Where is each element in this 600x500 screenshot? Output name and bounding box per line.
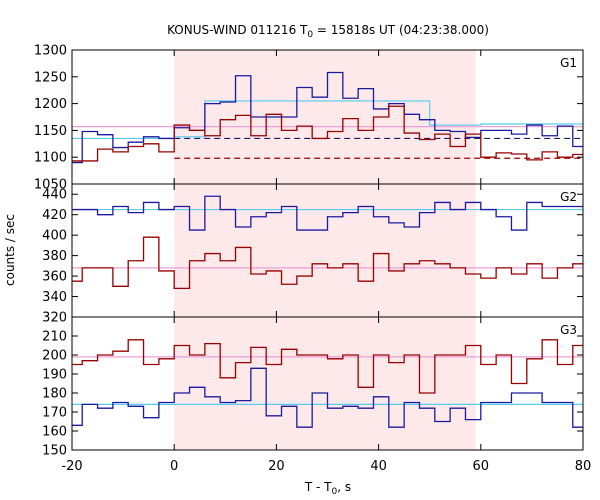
series-blue-g2 xyxy=(72,195,583,231)
panel-g2: 320 340 360 380 400 420 440 G2 xyxy=(42,183,584,326)
panel-label: G3 xyxy=(560,323,577,337)
chart-title: KONUS-WIND 011216 T0 = 15818s UT (04:23:… xyxy=(167,23,489,40)
y-tick-label: 190 xyxy=(42,368,67,383)
plot-area xyxy=(72,339,583,428)
x-tick-label: 0 xyxy=(170,459,178,474)
y-tick-label: 360 xyxy=(42,270,67,285)
shaded-interval xyxy=(174,184,476,317)
y-tick-label: 1150 xyxy=(34,124,67,139)
series-red-g3 xyxy=(72,339,583,394)
y-axis-label: counts / sec xyxy=(3,214,17,286)
chart-panels: 1050 1100 1150 1200 1250 1300 G1 320 340 360 380 40… xyxy=(34,44,584,459)
x-axis-label: T - T0, s xyxy=(304,480,351,497)
y-tick-label: 1300 xyxy=(34,44,67,59)
plot-area xyxy=(72,195,583,290)
shaded-interval xyxy=(174,50,476,184)
series-red-g1 xyxy=(72,105,583,162)
y-tick-label: 160 xyxy=(42,425,67,440)
panel-label: G2 xyxy=(560,190,577,204)
series-red-g2 xyxy=(72,236,583,290)
x-tick-label: 20 xyxy=(268,459,285,474)
panel-g1: 1050 1100 1150 1200 1250 1300 G1 xyxy=(34,44,584,193)
y-tick-label: 1100 xyxy=(34,151,67,166)
x-tick-label: 80 xyxy=(575,459,592,474)
shaded-interval xyxy=(174,317,476,450)
y-tick-label: 380 xyxy=(42,249,67,264)
plot-area xyxy=(72,71,583,164)
x-tick-label: 40 xyxy=(370,459,387,474)
y-tick-label: 400 xyxy=(42,229,67,244)
x-tick-label: -20 xyxy=(61,459,82,474)
y-tick-label: 1050 xyxy=(34,178,67,193)
y-tick-label: 180 xyxy=(42,387,67,402)
series-blue-g3 xyxy=(72,367,583,428)
x-tick-label: 60 xyxy=(473,459,490,474)
y-tick-label: 200 xyxy=(42,349,67,364)
y-tick-label: 1200 xyxy=(34,97,67,112)
x-axis-tick-labels: -20 0 20 40 60 80 xyxy=(61,459,591,474)
y-tick-label: 1250 xyxy=(34,70,67,85)
y-tick-label: 420 xyxy=(42,208,67,223)
y-tick-label: 170 xyxy=(42,406,67,421)
y-tick-label: 150 xyxy=(42,444,67,459)
series-blue-g1 xyxy=(72,71,583,164)
panel-g3: 150 160 170 180 190 200 210 G3 xyxy=(42,316,584,459)
y-tick-label: 320 xyxy=(42,311,67,326)
y-tick-label: 340 xyxy=(42,290,67,305)
y-tick-label: 210 xyxy=(42,330,67,345)
y-tick-label: 440 xyxy=(42,188,67,203)
panel-frame xyxy=(71,316,584,451)
panel-label: G1 xyxy=(560,56,577,70)
